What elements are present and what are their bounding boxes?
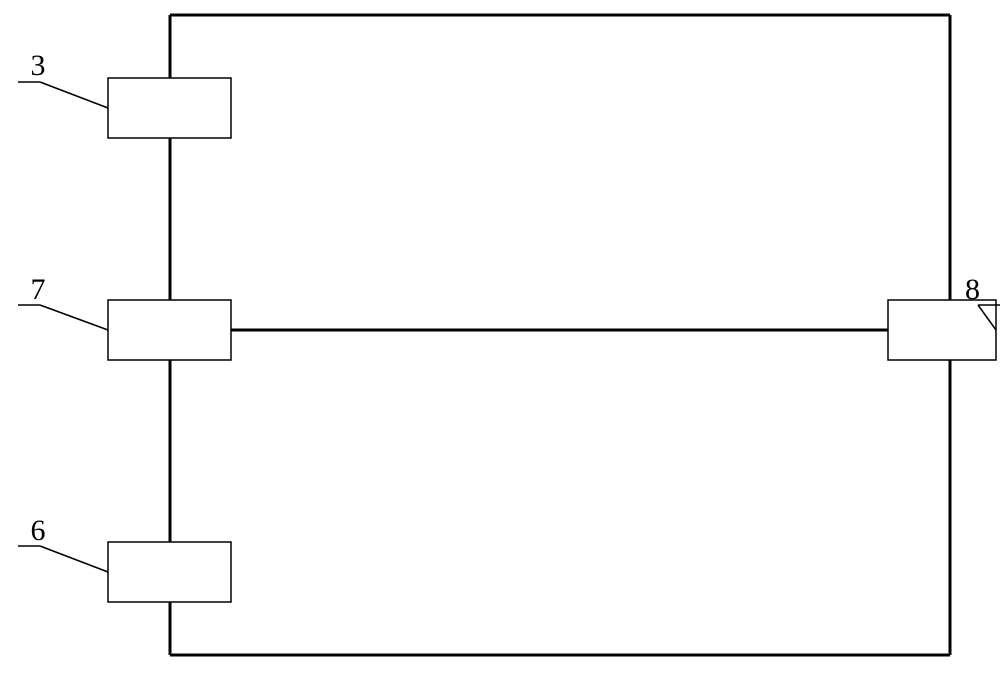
label-mid_left: 7 <box>31 273 46 306</box>
label-top_left: 3 <box>31 49 46 82</box>
label-mid_right: 8 <box>965 273 980 306</box>
leader-bottom_left <box>40 546 108 572</box>
node-mid-left <box>108 300 231 360</box>
node-top-left <box>108 78 231 138</box>
leader-top_left <box>40 82 108 108</box>
leader-mid_left <box>40 305 108 330</box>
node-mid-right <box>888 300 996 360</box>
label-bottom_left: 6 <box>31 514 46 547</box>
schematic-diagram: 3 7 6 8 <box>0 0 1000 687</box>
node-bottom-left <box>108 542 231 602</box>
